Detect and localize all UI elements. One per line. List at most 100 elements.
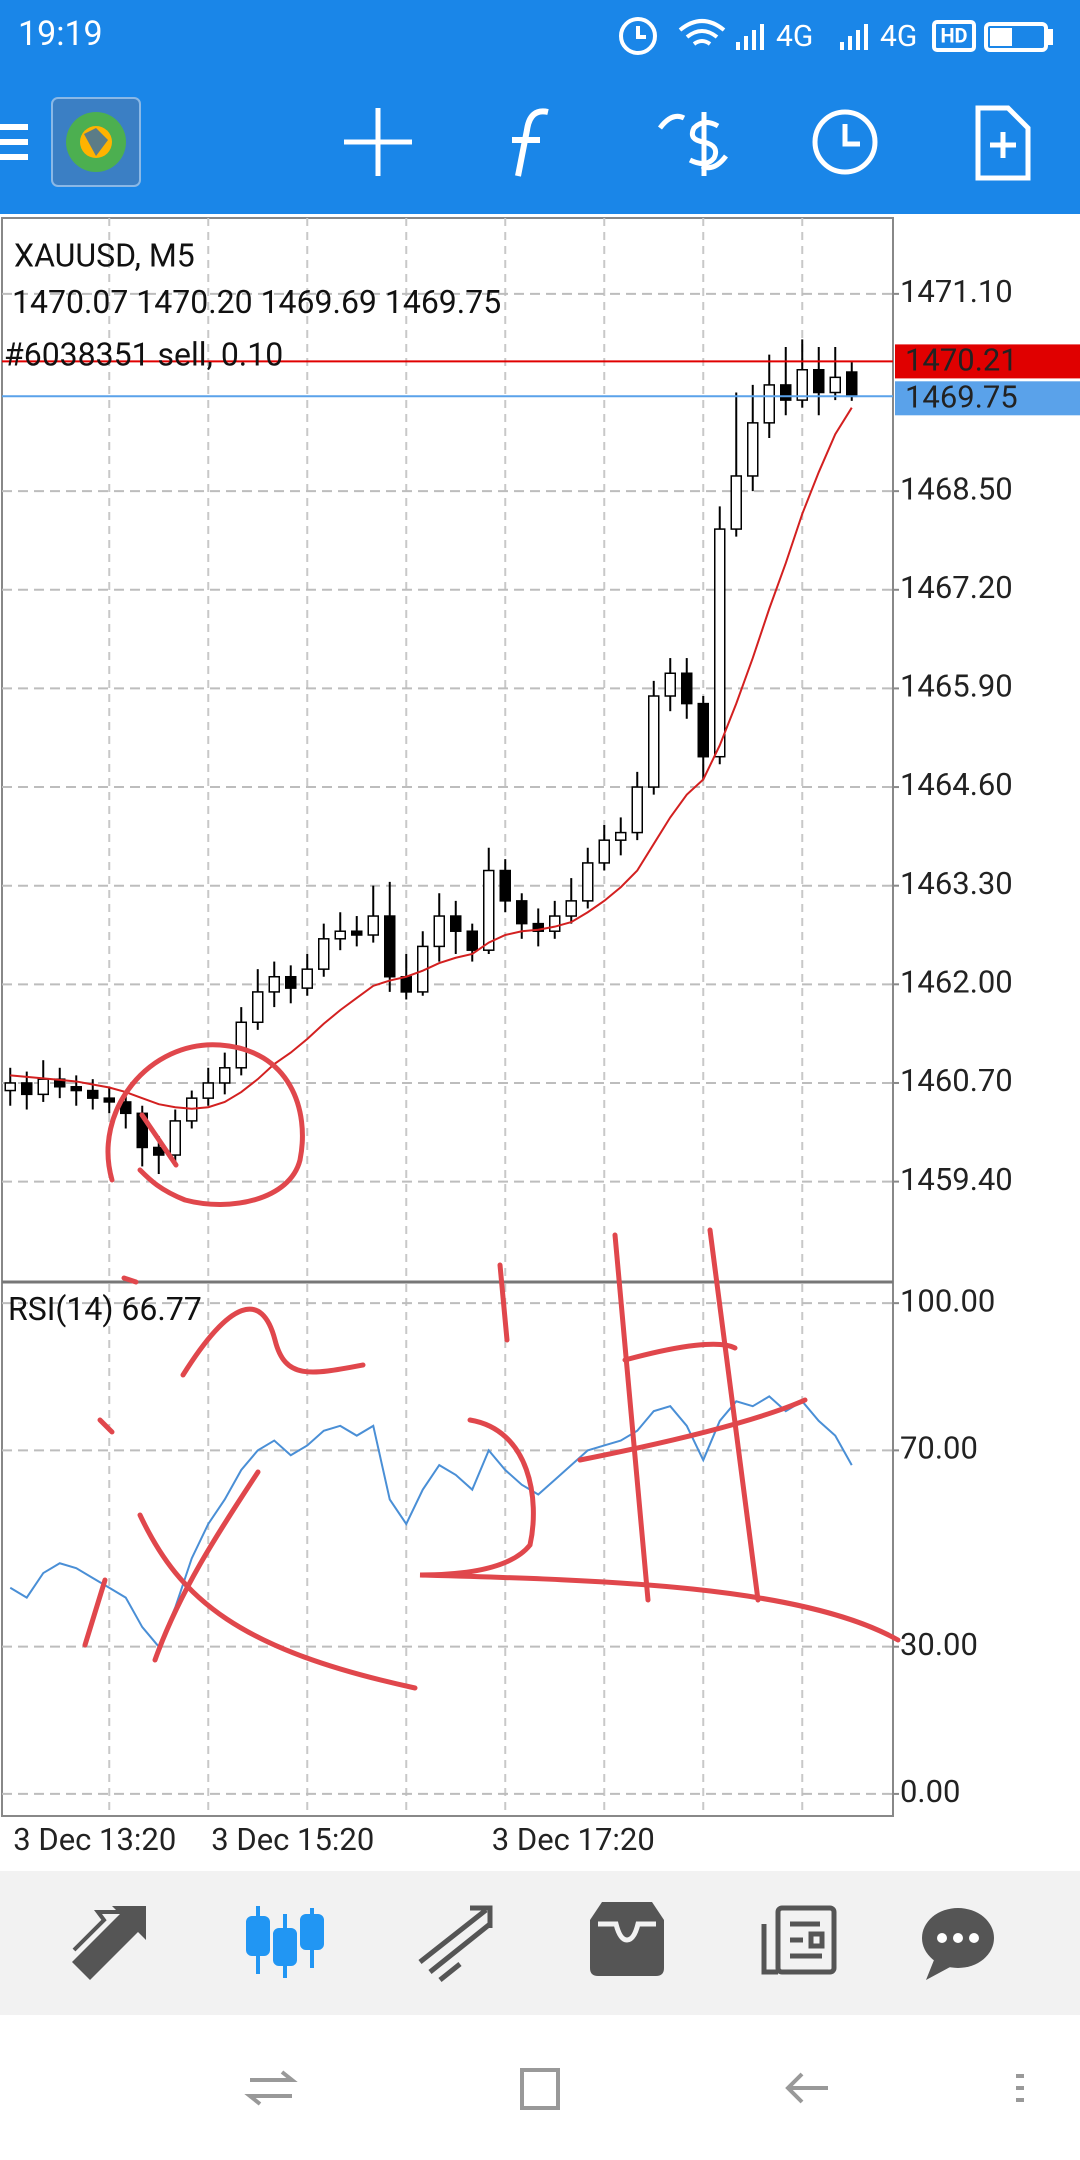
candle-body — [87, 1089, 99, 1099]
candle-body — [351, 930, 363, 936]
candle-body — [268, 975, 280, 993]
period-button[interactable] — [812, 109, 878, 175]
candle-body — [648, 695, 660, 788]
history-tab[interactable] — [590, 1902, 664, 1976]
y-tick-label: 1471.10 — [900, 273, 1013, 310]
candle-body — [318, 938, 330, 970]
new-order-button[interactable] — [975, 105, 1031, 181]
candle-body — [450, 915, 462, 932]
candle-body — [252, 991, 264, 1024]
chat-tab[interactable] — [922, 1908, 994, 1980]
candle-body — [433, 915, 445, 948]
home-button[interactable] — [520, 2068, 560, 2110]
chart-frame — [1, 217, 894, 1817]
candle-body — [681, 672, 693, 705]
close-value: 1469.75 — [385, 283, 501, 321]
candle-body — [400, 975, 412, 993]
y-tick-label: 1462.00 — [900, 964, 1013, 1001]
candle-body — [301, 968, 313, 989]
candle-body — [483, 869, 495, 951]
bid-price-box — [895, 381, 1080, 416]
candle-body — [21, 1082, 33, 1096]
candle-body — [516, 900, 528, 925]
candle-body — [598, 839, 610, 864]
candle-body — [846, 371, 858, 398]
candle-body — [466, 930, 478, 951]
candle-body — [367, 915, 379, 936]
quote-line: 1470.07 1470.20 1469.69 1469.75 — [12, 283, 501, 321]
y-tick-label: 30.00 — [900, 1626, 978, 1663]
candle-body — [37, 1078, 49, 1096]
candle-body — [103, 1097, 115, 1103]
candle-body — [169, 1120, 181, 1156]
x-tick-label: 3 Dec 17:20 — [492, 1821, 655, 1858]
order-label: #6038351 sell, 0.10 — [4, 335, 283, 373]
status-time: 19:19 — [18, 14, 103, 54]
indicator-button[interactable] — [512, 108, 549, 177]
system-nav — [244, 2068, 1024, 2110]
candle-body — [565, 900, 577, 917]
candle-body — [549, 915, 561, 932]
candle-body — [202, 1082, 214, 1099]
y-tick-label: 1464.60 — [900, 766, 1013, 803]
x-tick-label: 3 Dec 13:20 — [13, 1821, 176, 1858]
toolbar — [0, 97, 1031, 187]
y-tick-label: 1467.20 — [900, 569, 1013, 606]
y-tick-label: 1459.40 — [900, 1161, 1013, 1198]
candle-body — [714, 528, 726, 758]
rsi-label: RSI(14) 66.77 — [8, 1290, 202, 1328]
app-logo[interactable] — [51, 97, 141, 187]
candle-body — [334, 930, 346, 940]
candle-body — [664, 672, 676, 697]
network-label: 4G — [776, 19, 813, 54]
app-bar — [0, 0, 1080, 214]
trade-button[interactable] — [658, 112, 728, 176]
y-tick-label: 0.00 — [900, 1773, 960, 1810]
candle-body — [631, 786, 643, 834]
candle-body — [697, 702, 709, 758]
y-tick-label: 1460.70 — [900, 1062, 1013, 1099]
y-tick-label: 1463.30 — [900, 865, 1013, 902]
candle-body — [532, 922, 544, 932]
candle-body — [796, 368, 808, 401]
rsi-title: RSI(14) — [8, 1290, 113, 1328]
menu-button[interactable] — [1016, 2074, 1024, 2102]
high-value: 1470.20 — [136, 283, 252, 321]
handwritten-annotation — [82, 1042, 901, 1691]
rsi-current: 66.77 — [121, 1290, 201, 1328]
candle-body — [829, 376, 841, 394]
rsi-line — [9, 1395, 853, 1649]
x-tick-label: 3 Dec 15:20 — [211, 1821, 374, 1858]
y-tick-label: 70.00 — [900, 1430, 978, 1467]
candle-body — [384, 915, 396, 978]
status-icons — [619, 17, 1053, 55]
trade-tab[interactable] — [418, 1905, 493, 1982]
moving-average — [10, 407, 853, 1110]
menu-button[interactable] — [0, 124, 28, 160]
candle-body — [615, 831, 627, 841]
candle-body — [730, 475, 742, 530]
open-value: 1470.07 — [12, 283, 128, 321]
switch-button[interactable] — [244, 2070, 298, 2106]
quotes-tab[interactable] — [72, 1906, 146, 1980]
bottom-nav — [0, 1871, 1080, 2015]
candle-body — [219, 1067, 231, 1084]
chart-tab[interactable] — [246, 1906, 324, 1978]
candle-body — [582, 862, 594, 902]
y-tick-label: 100.00 — [900, 1282, 995, 1319]
news-tab[interactable] — [761, 1905, 837, 1975]
candle-body — [763, 384, 775, 424]
low-value: 1469.69 — [261, 283, 377, 321]
candle-body — [747, 422, 759, 477]
candle-body — [4, 1082, 16, 1092]
order-price-box — [895, 344, 1080, 379]
y-tick-label: 1468.50 — [900, 470, 1013, 507]
crosshair-button[interactable] — [344, 108, 412, 176]
y-tick-label: 1465.90 — [900, 668, 1013, 705]
back-button[interactable] — [785, 2072, 828, 2104]
order-price-label: 1470.21 — [905, 342, 1018, 379]
candle-body — [813, 368, 825, 394]
symbol-title: XAUUSD, M5 — [14, 236, 195, 274]
